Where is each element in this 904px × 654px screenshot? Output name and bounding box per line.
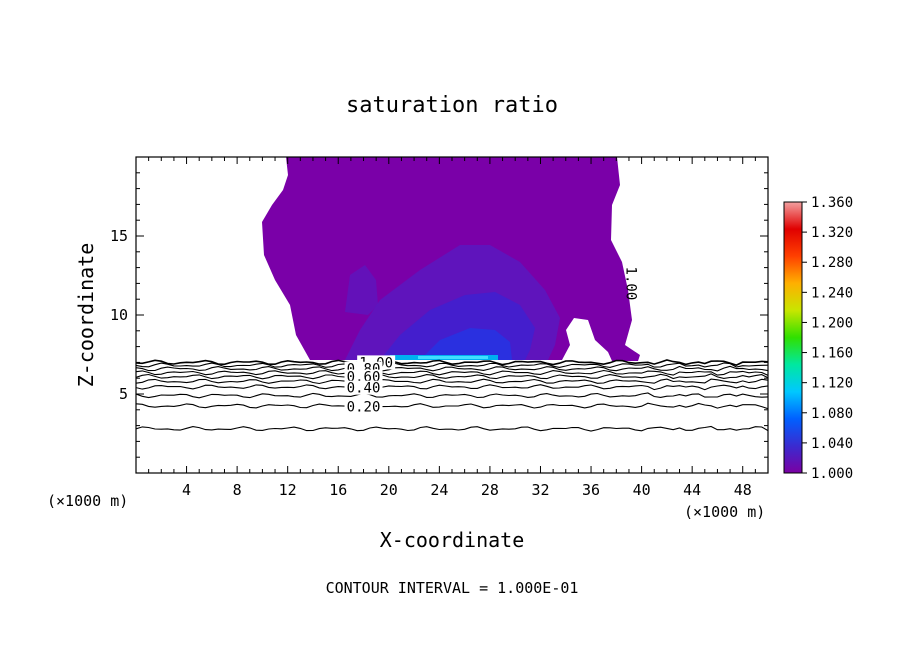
contour-label-bg bbox=[344, 380, 383, 395]
colorbar-label: 1.280 bbox=[811, 255, 853, 271]
contour-label: 0.40 bbox=[347, 381, 381, 397]
x-tick-label: 48 bbox=[734, 481, 752, 499]
y-axis: 5 10 15 bbox=[110, 172, 768, 458]
x-axis-label: X-coordinate bbox=[380, 528, 525, 552]
contour-line bbox=[136, 365, 768, 372]
colorbar-frame bbox=[783, 201, 803, 474]
plume-left-lobe bbox=[345, 265, 378, 315]
x-tick-label: 44 bbox=[683, 481, 701, 499]
x-tick-label: 8 bbox=[233, 481, 242, 499]
colorbar-label: 1.240 bbox=[811, 285, 853, 301]
field-fill bbox=[262, 157, 640, 361]
x-tick-label: 28 bbox=[481, 481, 499, 499]
colorbar: 1.360 1.320 1.280 1.240 1.200 1.160 1.120 1.080… bbox=[783, 195, 853, 482]
chart-title: saturation ratio bbox=[346, 93, 558, 118]
contour-line bbox=[136, 402, 768, 410]
colorbar-label: 1.000 bbox=[811, 466, 853, 482]
contour-line bbox=[136, 369, 768, 376]
colorbar-label: 1.080 bbox=[811, 406, 853, 422]
x-tick-label: 12 bbox=[279, 481, 297, 499]
colorbar-label: 1.360 bbox=[811, 195, 853, 211]
x-tick-label: 36 bbox=[582, 481, 600, 499]
contour-line bbox=[136, 359, 768, 366]
x-axis: 4 8 12 16 20 24 28 32 36 40 44 48 bbox=[148, 157, 756, 499]
x-tick-label: 4 bbox=[182, 481, 191, 499]
x-unit-left: (×1000 m) bbox=[47, 492, 128, 510]
y-tick-label: 15 bbox=[110, 227, 128, 245]
contour-lines bbox=[136, 359, 768, 432]
contour-line bbox=[136, 425, 768, 432]
contour-line bbox=[136, 362, 768, 368]
contour-labels: 1.000.800.600.400.201.00 bbox=[344, 267, 638, 416]
blue-core-inner bbox=[420, 328, 512, 360]
contour-label: 0.20 bbox=[347, 400, 381, 416]
colorbar-gradient bbox=[784, 202, 802, 473]
x-unit-right: (×1000 m) bbox=[684, 503, 765, 521]
y-axis-label: Z-coordinate bbox=[74, 243, 98, 388]
x-tick-label: 16 bbox=[329, 481, 347, 499]
x-tick-label: 24 bbox=[430, 481, 448, 499]
contour-line bbox=[136, 378, 768, 385]
colorbar-label: 1.160 bbox=[811, 346, 853, 362]
colorbar-label: 1.200 bbox=[811, 315, 853, 331]
colorbar-label: 1.040 bbox=[811, 436, 853, 452]
x-tick-label: 40 bbox=[633, 481, 651, 499]
x-tick-label: 32 bbox=[531, 481, 549, 499]
contour-label-bg bbox=[344, 399, 383, 414]
contour-label: 1.00 bbox=[622, 267, 638, 301]
colorbar-label: 1.120 bbox=[811, 376, 853, 392]
contour-label-bg bbox=[344, 369, 383, 384]
contour-interval-footer: CONTOUR INTERVAL = 1.000E-01 bbox=[326, 579, 579, 597]
y-tick-label: 5 bbox=[119, 385, 128, 403]
y-tick-label: 10 bbox=[110, 306, 128, 324]
contour-line bbox=[136, 384, 768, 391]
colorbar-label: 1.320 bbox=[811, 225, 853, 241]
contour-line bbox=[136, 373, 768, 380]
cyan-band-bright bbox=[418, 356, 488, 359]
contour-line bbox=[136, 392, 768, 399]
x-tick-label: 20 bbox=[380, 481, 398, 499]
